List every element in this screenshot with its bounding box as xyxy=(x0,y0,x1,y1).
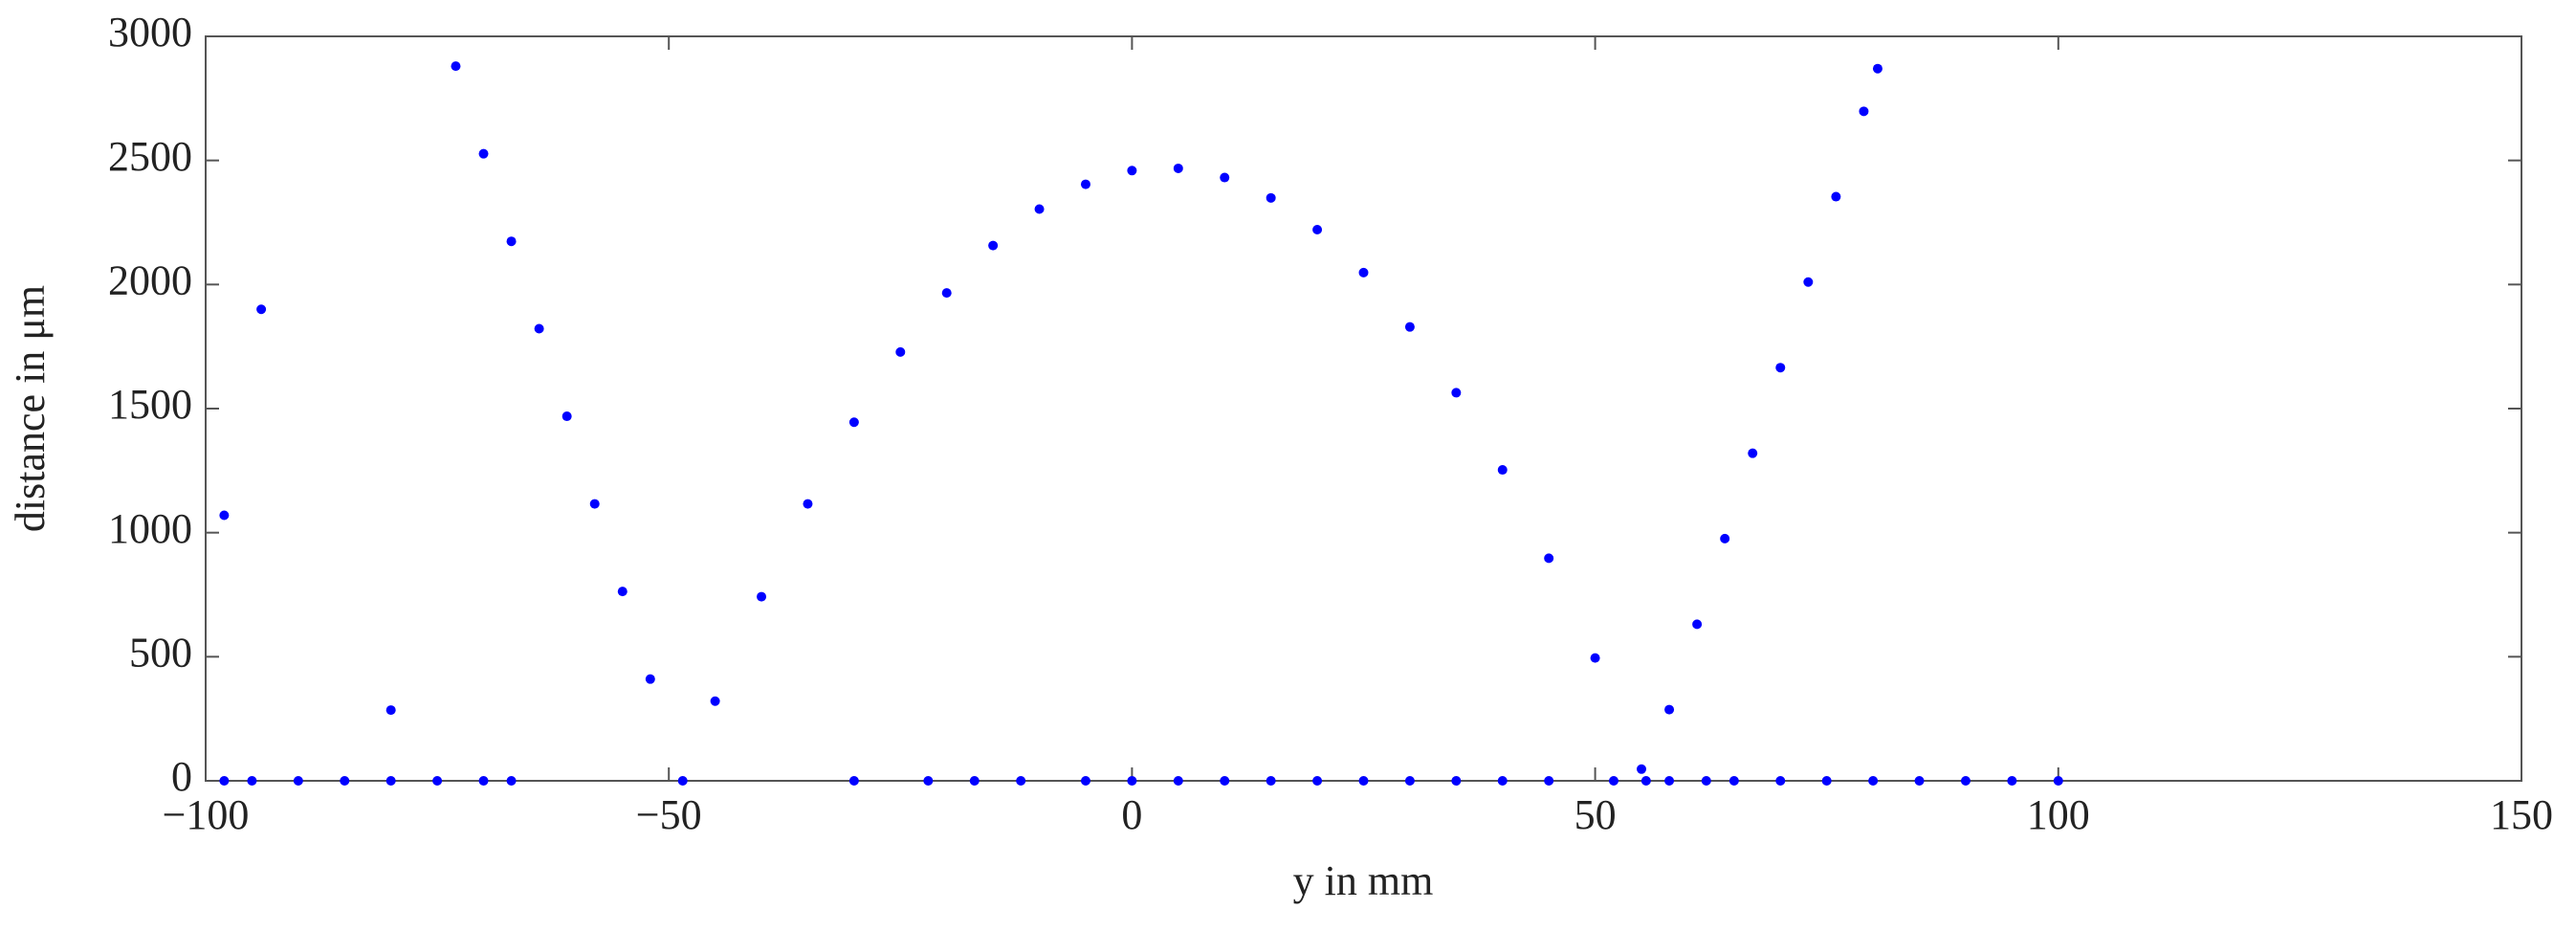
y-tick-label: 1000 xyxy=(108,505,192,552)
scatter-point xyxy=(385,705,396,716)
scatter-point xyxy=(1960,776,1971,786)
scatter-point xyxy=(1173,776,1183,786)
scatter-point xyxy=(1312,225,1323,235)
scatter-point xyxy=(895,346,906,357)
x-tick-label: −50 xyxy=(636,791,702,838)
scatter-point xyxy=(340,776,350,786)
scatter-point xyxy=(1220,776,1230,786)
scatter-point xyxy=(1220,172,1230,183)
scatter-point xyxy=(677,776,688,786)
scatter-point xyxy=(1803,277,1814,287)
scatter-point xyxy=(1720,533,1730,544)
scatter-point xyxy=(506,776,517,786)
scatter-point xyxy=(1914,776,1925,786)
scatter-point xyxy=(988,240,999,251)
scatter-point xyxy=(293,776,303,786)
scatter-point xyxy=(1497,465,1508,476)
scatter-point xyxy=(1404,776,1415,786)
scatter-point xyxy=(385,776,396,786)
scatter-point xyxy=(589,499,600,509)
y-tick-label: 2500 xyxy=(108,133,192,180)
scatter-point xyxy=(451,61,461,72)
scatter-point xyxy=(1868,776,1879,786)
scatter-point xyxy=(561,411,572,422)
scatter-point xyxy=(1775,363,1786,373)
scatter-point xyxy=(1872,63,1882,74)
scatter-point xyxy=(1701,776,1711,786)
scatter-point xyxy=(969,776,980,786)
scatter-point xyxy=(1173,163,1183,173)
scatter-point xyxy=(941,288,952,299)
scatter-point xyxy=(710,696,720,706)
scatter-point xyxy=(617,587,627,597)
scatter-point xyxy=(757,591,767,602)
scatter-point xyxy=(1497,776,1508,786)
scatter-point xyxy=(1358,267,1369,277)
scatter-point xyxy=(256,304,267,315)
scatter-point xyxy=(432,776,443,786)
x-tick-label: −100 xyxy=(163,791,250,838)
scatter-point xyxy=(534,323,544,334)
scatter-point xyxy=(2007,776,2017,786)
scatter-point xyxy=(1080,179,1090,189)
scatter-point xyxy=(1544,776,1554,786)
scatter-point xyxy=(1034,204,1045,214)
scatter-point xyxy=(1640,776,1651,786)
scatter-point xyxy=(219,776,230,786)
scatter-point xyxy=(1358,776,1369,786)
scatter-point xyxy=(1775,776,1786,786)
scatter-point xyxy=(1859,106,1869,117)
scatter-point xyxy=(1266,192,1276,203)
x-axis-label: y in mm xyxy=(1293,857,1434,904)
scatter-point xyxy=(1637,764,1647,774)
scatter-point xyxy=(2053,776,2063,786)
scatter-point xyxy=(1821,776,1832,786)
scatter-point xyxy=(1016,776,1026,786)
scatter-point xyxy=(1404,322,1415,332)
x-tick-label: 150 xyxy=(2490,791,2553,838)
scatter-point xyxy=(1831,191,1841,202)
x-tick-label: 50 xyxy=(1574,791,1617,838)
scatter-point xyxy=(1451,388,1462,398)
scatter-point xyxy=(923,776,934,786)
scatter-point xyxy=(219,510,230,521)
scatter-point xyxy=(1451,776,1462,786)
x-tick-label: 100 xyxy=(2027,791,2090,838)
y-tick-label: 3000 xyxy=(108,9,192,55)
scatter-point xyxy=(1266,776,1276,786)
y-tick-label: 0 xyxy=(171,753,192,800)
scatter-point xyxy=(1127,166,1137,176)
scatter-point xyxy=(478,776,489,786)
scatter-point xyxy=(1664,704,1675,715)
scatter-point xyxy=(1608,776,1618,786)
scatter-point xyxy=(1664,776,1675,786)
scatter-point xyxy=(1127,776,1137,786)
scatter-point xyxy=(1748,448,1758,458)
y-tick-label: 500 xyxy=(129,629,192,676)
x-tick-label: 0 xyxy=(1121,791,1142,838)
plot-frame xyxy=(205,35,2522,782)
scatter-point xyxy=(645,674,655,684)
y-tick-label: 1500 xyxy=(108,381,192,428)
y-tick-label: 2000 xyxy=(108,256,192,303)
scatter-point xyxy=(506,236,517,247)
scatter-point xyxy=(848,776,859,786)
scatter-point xyxy=(1590,653,1600,663)
scatter-point xyxy=(478,148,489,159)
scatter-point xyxy=(803,499,813,509)
scatter-point xyxy=(1080,776,1090,786)
scatter-point xyxy=(1728,776,1739,786)
scatter-point xyxy=(1692,619,1703,630)
y-axis-label: distance in μm xyxy=(7,285,54,532)
scatter-point xyxy=(1544,553,1554,564)
scatter-point xyxy=(247,776,257,786)
scatter-point xyxy=(1312,776,1323,786)
scatter-point xyxy=(848,417,859,428)
